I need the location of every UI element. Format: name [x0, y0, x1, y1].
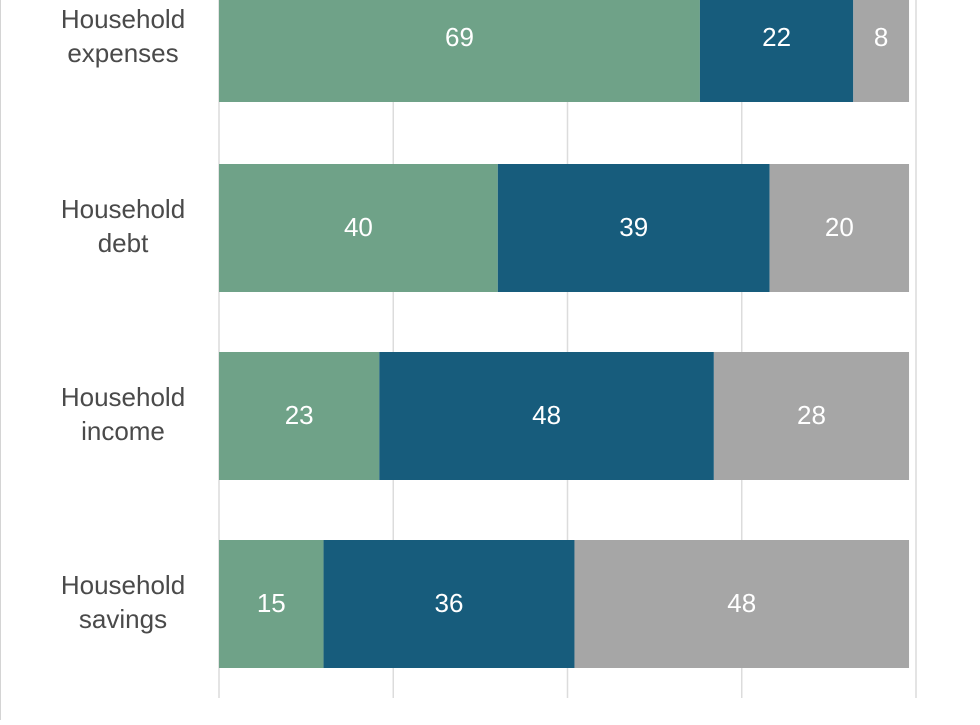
bars	[219, 0, 910, 668]
bar-segment	[853, 0, 910, 102]
category-labels: Household expenses Household debt Household i…	[61, 4, 185, 634]
bar-segment	[219, 352, 380, 480]
bar-segment	[379, 352, 714, 480]
data-label: 28	[797, 400, 826, 430]
data-label: 23	[285, 400, 314, 430]
bar-segment	[574, 540, 910, 668]
category-label: Household expenses	[61, 4, 185, 68]
bar-segment	[713, 352, 910, 480]
data-label: 22	[762, 22, 791, 52]
bar-segment	[219, 0, 700, 102]
data-label: 15	[257, 588, 286, 618]
data-labels: 69 22 8 40 39 20 23 48 28 15 36 48	[257, 22, 889, 618]
category-label: Household debt	[61, 194, 185, 258]
bar-segment	[699, 0, 854, 102]
data-label: 40	[344, 212, 373, 242]
data-label: 48	[727, 588, 756, 618]
data-label: 39	[619, 212, 648, 242]
data-label: 20	[825, 212, 854, 242]
data-label: 69	[445, 22, 474, 52]
bar-segment	[219, 164, 498, 292]
category-label: Household savings	[61, 570, 185, 634]
data-label: 48	[532, 400, 561, 430]
data-label: 8	[874, 22, 888, 52]
bar-segment	[497, 164, 770, 292]
bar-segment	[769, 164, 910, 292]
category-label: Household income	[61, 382, 185, 446]
bar-segment	[323, 540, 575, 668]
bar-segment	[219, 540, 324, 668]
data-label: 36	[435, 588, 464, 618]
